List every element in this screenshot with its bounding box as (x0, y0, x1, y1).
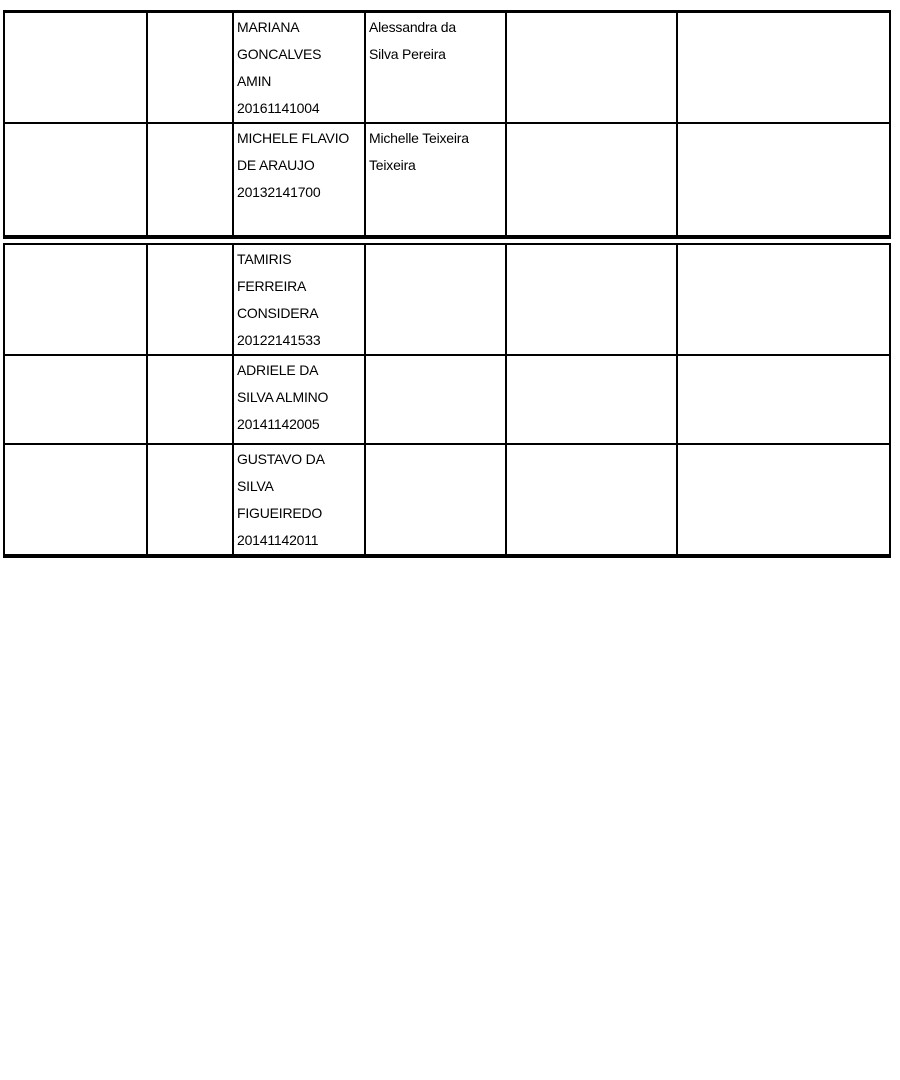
empty-cell (3, 443, 148, 557)
empty-cell (505, 443, 678, 557)
student-name-cell: MARIANA GONCALVES AMIN 20161141004 (232, 10, 366, 124)
student-name-cell: ADRIELE DA SILVA ALMINO 20141142005 (232, 354, 366, 445)
empty-cell (3, 243, 148, 356)
student-name-cell: TAMIRIS FERREIRA CONSIDERA 20122141533 (232, 243, 366, 356)
empty-cell (3, 354, 148, 445)
empty-cell (146, 243, 234, 356)
student-name-cell: MICHELE FLAVIO DE ARAUJO 20132141700 (232, 122, 366, 238)
empty-cell (676, 122, 891, 238)
table-row: TAMIRIS FERREIRA CONSIDERA 20122141533 (3, 243, 891, 356)
records-table-lower: TAMIRIS FERREIRA CONSIDERA 20122141533 A… (3, 243, 891, 558)
empty-cell (3, 122, 148, 238)
empty-cell (505, 354, 678, 445)
empty-cell (505, 10, 678, 124)
empty-cell (3, 10, 148, 124)
empty-cell (676, 354, 891, 445)
empty-cell (146, 443, 234, 557)
table-row: GUSTAVO DA SILVA FIGUEIREDO 20141142011 (3, 443, 891, 557)
advisor-name-cell (364, 443, 507, 557)
empty-cell (146, 10, 234, 124)
table-row: ADRIELE DA SILVA ALMINO 20141142005 (3, 354, 891, 445)
empty-cell (676, 10, 891, 124)
advisor-name-cell: Michelle Teixeira Teixeira (364, 122, 507, 238)
records-table-upper: MARIANA GONCALVES AMIN 20161141004 Aless… (3, 10, 891, 239)
empty-cell (146, 122, 234, 238)
empty-cell (676, 243, 891, 356)
empty-cell (505, 243, 678, 356)
table-row: MARIANA GONCALVES AMIN 20161141004 Aless… (3, 10, 891, 124)
advisor-name-cell (364, 354, 507, 445)
empty-cell (146, 354, 234, 445)
advisor-name-cell (364, 243, 507, 356)
table-row: MICHELE FLAVIO DE ARAUJO 20132141700 Mic… (3, 122, 891, 238)
advisor-name-cell: Alessandra da Silva Pereira (364, 10, 507, 124)
empty-cell (676, 443, 891, 557)
student-name-cell: GUSTAVO DA SILVA FIGUEIREDO 20141142011 (232, 443, 366, 557)
empty-cell (505, 122, 678, 238)
